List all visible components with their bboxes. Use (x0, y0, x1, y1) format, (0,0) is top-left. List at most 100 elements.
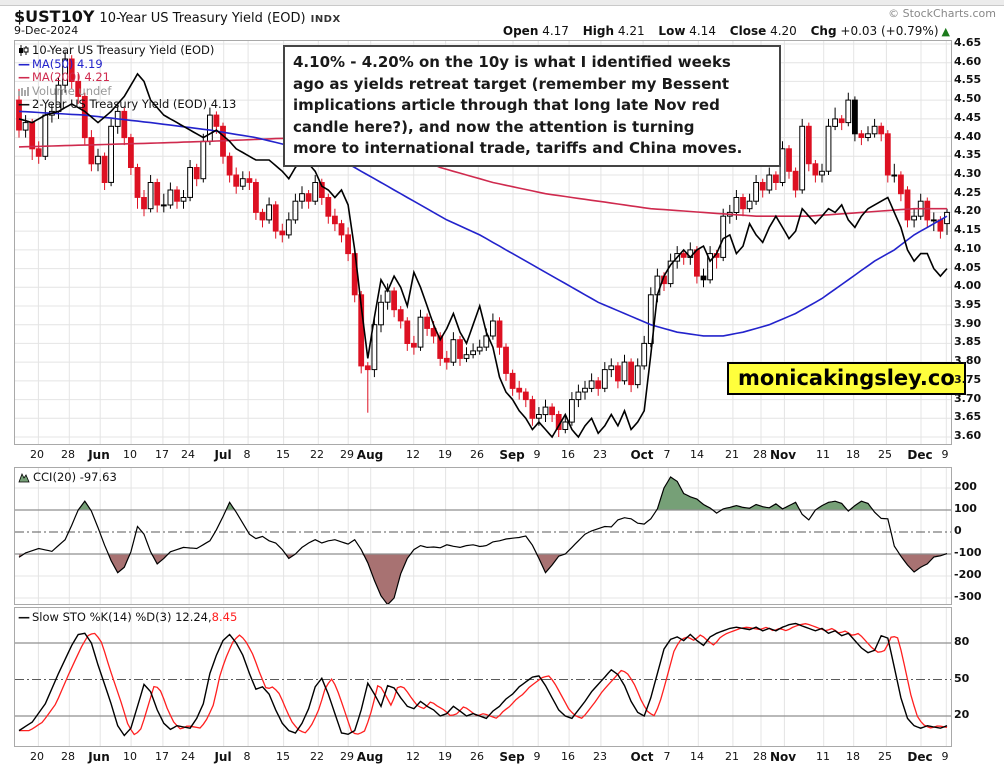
legend-price-row: 10-Year US Treasury Yield (EOD) (18, 43, 236, 58)
x-tick-label: 14 (690, 448, 704, 461)
x-tick-label: 24 (181, 750, 195, 763)
x-tick-label: 11 (816, 448, 830, 461)
x-tick-label: 22 (310, 750, 324, 763)
x-tick-label: Sep (499, 750, 525, 764)
price-y-tick-label: 4.65 (954, 36, 982, 49)
watermark-label: monicakingsley.co (727, 362, 966, 395)
x-tick-label: 9 (533, 448, 541, 461)
low-value: 4.14 (689, 24, 716, 38)
price-y-tick-label: 3.80 (954, 354, 982, 368)
price-y-tick-label: 4.20 (954, 204, 982, 218)
up-arrow-icon: ▲ (941, 25, 950, 38)
x-tick-label: 15 (276, 750, 290, 763)
cci-y-tick-label: -100 (954, 546, 982, 559)
x-tick-label: 23 (593, 448, 607, 461)
x-tick-label: 7 (663, 750, 671, 763)
x-tick-label: 20 (30, 448, 44, 461)
legend-cci-label: CCI(20) -97.63 (33, 470, 117, 484)
x-tick-label: 7 (663, 448, 671, 461)
x-tick-label: 12 (406, 448, 420, 461)
annotation-note: 4.10% - 4.20% on the 10y is what I ident… (283, 45, 781, 167)
ma200-line-icon: — (18, 70, 30, 84)
x-tick-label: 15 (276, 448, 290, 461)
line2y-icon: — (18, 97, 30, 111)
candlestick-icon (18, 45, 29, 57)
sto-y-tick-label: 80 (954, 635, 970, 648)
x-tick-label: 25 (878, 448, 892, 461)
price-y-tick-label: 3.70 (954, 391, 982, 405)
legend-sto-row: — Slow STO %K(14) %D(3) 12.24, 8.45 (18, 610, 238, 625)
sto-chart-canvas (15, 608, 951, 746)
x-tick-label: 19 (438, 448, 452, 461)
price-y-tick-label: 3.85 (954, 335, 982, 349)
volume-bars-icon (18, 86, 29, 97)
cci-y-tick-label: -200 (954, 568, 982, 581)
legend-ma200-row: — MA(200) 4.21 (18, 70, 236, 85)
price-y-tick-label: 4.45 (954, 110, 982, 124)
price-y-tick-label: 4.30 (954, 167, 982, 180)
price-y-tick-label: 4.60 (954, 54, 982, 68)
sto-panel[interactable] (14, 607, 952, 747)
price-legend: 10-Year US Treasury Yield (EOD) — MA(50) … (18, 43, 237, 112)
legend-ma50-label: MA(50) 4.19 (32, 56, 103, 71)
price-x-axis: 20 28 Jun 10 17 24 Jul 8 15 22 29 Aug 12 19 26 Sep 9 16 23… (14, 447, 950, 463)
x-tick-label: 16 (561, 750, 575, 763)
legend-sto-d-value: 8.45 (211, 610, 238, 624)
cci-area-icon (18, 472, 30, 483)
price-y-tick-label: 4.00 (954, 279, 982, 293)
price-chart-canvas (15, 41, 951, 444)
x-tick-label: 29 (340, 750, 354, 763)
x-tick-label: 12 (406, 750, 420, 763)
x-tick-label: 17 (155, 750, 169, 763)
x-tick-label: 28 (753, 448, 767, 461)
price-y-tick-label: 4.05 (954, 260, 982, 274)
sto-x-axis: 20 28 Jun 10 17 24 Jul 8 15 22 29 Aug 12 19 26 Sep 9 16 23… (14, 749, 950, 765)
x-tick-label: 22 (310, 448, 324, 461)
x-tick-label: 10 (123, 448, 137, 461)
x-tick-label: Oct (630, 750, 654, 764)
open-label: Open (502, 24, 539, 38)
copyright-label: © StockCharts.com (888, 7, 996, 20)
close-value: 4.20 (770, 24, 797, 38)
cci-legend: CCI(20) -97.63 (18, 470, 117, 485)
x-tick-label: 16 (561, 448, 575, 461)
chg-value: +0.03 (+0.79%) (840, 24, 939, 38)
chart-title: 10-Year US Treasury Yield (EOD) (99, 11, 306, 26)
cci-y-tick-label: 200 (954, 480, 977, 493)
sto-legend: — Slow STO %K(14) %D(3) 12.24, 8.45 (18, 610, 238, 625)
x-tick-label: Nov (769, 750, 797, 764)
x-tick-label: Dec (907, 750, 933, 764)
x-tick-label: Jun (88, 448, 110, 462)
x-tick-label: 26 (470, 750, 484, 763)
legend-2y-label: 2-Year US Treasury Yield (EOD) 4.13 (32, 97, 237, 111)
legend-volume-label: Volume undef (32, 83, 112, 98)
x-tick-label: 17 (155, 448, 169, 461)
price-y-tick-label: 4.25 (954, 185, 982, 199)
cci-chart-canvas (15, 468, 951, 604)
symbol: $UST10Y (14, 7, 95, 26)
x-tick-label: 10 (123, 750, 137, 763)
x-tick-label: 9 (533, 750, 541, 763)
x-tick-label: 9 (941, 750, 949, 763)
x-tick-label: 24 (181, 448, 195, 461)
price-y-tick-label: 3.60 (954, 429, 982, 442)
close-label: Close (729, 24, 767, 38)
x-tick-label: Oct (630, 448, 654, 462)
x-tick-label: 9 (941, 448, 949, 461)
quote-summary: Open 4.17 High 4.21 Low 4.14 Close 4.20 … (493, 24, 950, 38)
sto-line-icon: — (18, 610, 30, 624)
x-tick-label: Jun (88, 750, 110, 764)
x-tick-label: Nov (769, 448, 797, 462)
x-tick-label: 28 (753, 750, 767, 763)
x-tick-label: 26 (470, 448, 484, 461)
x-tick-label: Aug (356, 750, 384, 764)
x-tick-label: 28 (61, 448, 75, 461)
x-tick-label: 20 (30, 750, 44, 763)
cci-panel[interactable] (14, 467, 952, 605)
ma50-line-icon: — (18, 56, 30, 71)
price-y-tick-label: 3.65 (954, 410, 982, 424)
legend-volume-row: Volume undef (18, 83, 236, 99)
price-y-tick-label: 4.15 (954, 223, 982, 237)
x-tick-label: 29 (340, 448, 354, 461)
x-tick-label: 23 (593, 750, 607, 763)
